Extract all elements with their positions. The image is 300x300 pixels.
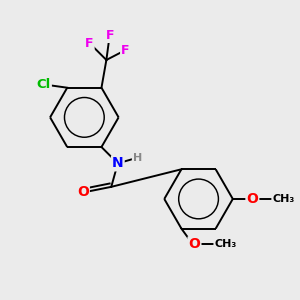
Text: H: H bbox=[133, 153, 142, 163]
Text: N: N bbox=[112, 156, 124, 170]
Text: F: F bbox=[121, 44, 130, 57]
Text: O: O bbox=[246, 192, 258, 206]
Text: Cl: Cl bbox=[37, 78, 51, 91]
Text: O: O bbox=[188, 237, 200, 251]
Text: O: O bbox=[77, 185, 89, 199]
Text: F: F bbox=[85, 37, 94, 50]
Text: CH₃: CH₃ bbox=[214, 239, 237, 249]
Text: F: F bbox=[105, 29, 114, 42]
Text: CH₃: CH₃ bbox=[272, 194, 295, 204]
